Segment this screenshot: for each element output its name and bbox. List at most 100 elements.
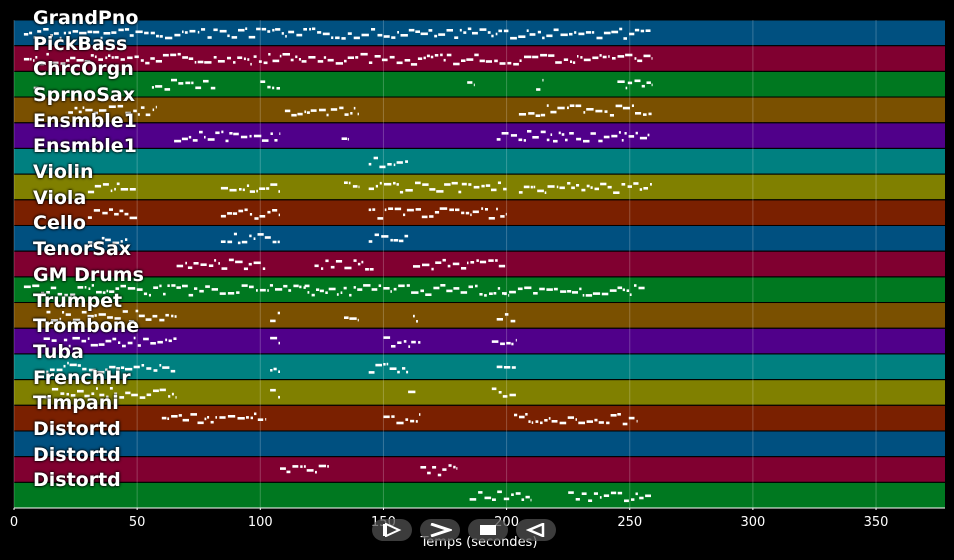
note [51, 319, 58, 322]
note [622, 106, 630, 110]
note [23, 57, 30, 61]
note [544, 191, 547, 194]
note [548, 417, 551, 420]
note [628, 135, 635, 138]
note [583, 111, 586, 114]
note-segment [496, 130, 650, 143]
note [114, 212, 119, 216]
note [368, 208, 372, 212]
note [396, 183, 399, 186]
note [188, 57, 194, 60]
note [638, 286, 645, 290]
note [391, 415, 395, 418]
play-button[interactable] [420, 519, 460, 541]
note [30, 57, 32, 61]
note [144, 31, 149, 35]
note [296, 33, 303, 37]
note [46, 370, 49, 374]
note [146, 393, 152, 397]
note [492, 498, 496, 501]
note [503, 187, 507, 191]
note [93, 242, 101, 246]
note [603, 494, 610, 497]
note [375, 184, 378, 188]
note [297, 112, 303, 116]
rewind-button[interactable] [372, 519, 412, 541]
note [485, 184, 491, 187]
note [106, 289, 109, 293]
note [120, 366, 125, 369]
lane-band [14, 123, 945, 148]
reverse-button[interactable] [516, 519, 556, 541]
note [478, 491, 483, 494]
note [231, 36, 238, 39]
note [88, 287, 91, 290]
note [298, 58, 301, 61]
note [528, 420, 531, 423]
note [148, 293, 151, 297]
note [397, 341, 402, 344]
note [102, 211, 108, 215]
note [491, 34, 494, 38]
note-segment [496, 313, 516, 323]
note [635, 112, 642, 115]
note [283, 284, 288, 288]
note [570, 60, 573, 63]
note [277, 240, 280, 244]
note [199, 130, 203, 134]
note [393, 239, 399, 242]
note [383, 35, 390, 38]
note [410, 419, 415, 423]
note-segment [344, 181, 360, 189]
note [228, 258, 234, 262]
lane-band [14, 251, 945, 277]
note [105, 238, 111, 242]
note [240, 135, 248, 139]
note [645, 494, 651, 498]
note [461, 59, 466, 62]
note [248, 262, 252, 266]
note [496, 138, 501, 141]
note [195, 86, 202, 90]
note [575, 418, 577, 421]
note [114, 317, 121, 320]
note [446, 29, 453, 32]
note [519, 59, 522, 62]
note [626, 289, 630, 292]
note [463, 31, 467, 34]
note [625, 86, 628, 90]
note [171, 314, 174, 318]
note [140, 59, 144, 62]
note [405, 189, 413, 192]
note [262, 267, 266, 270]
note [290, 58, 294, 62]
note [326, 113, 329, 117]
note [114, 56, 119, 59]
note-segment [284, 106, 359, 117]
note [140, 106, 145, 109]
note [233, 61, 236, 64]
note [261, 139, 269, 142]
note [590, 186, 593, 189]
note [619, 27, 623, 31]
stop-button[interactable] [468, 519, 508, 541]
note [617, 413, 621, 416]
note [357, 318, 359, 322]
note [515, 492, 521, 495]
note [574, 31, 577, 34]
note [415, 30, 420, 33]
note [199, 289, 204, 293]
note [155, 105, 157, 109]
note [583, 58, 591, 62]
note [491, 188, 497, 192]
note-segment [23, 27, 651, 40]
note [319, 289, 324, 293]
note [422, 183, 429, 186]
note [377, 33, 383, 37]
note [578, 421, 585, 425]
note-segment [413, 314, 418, 323]
note [643, 113, 647, 116]
note [46, 310, 51, 314]
note [60, 392, 65, 395]
note [29, 31, 33, 35]
